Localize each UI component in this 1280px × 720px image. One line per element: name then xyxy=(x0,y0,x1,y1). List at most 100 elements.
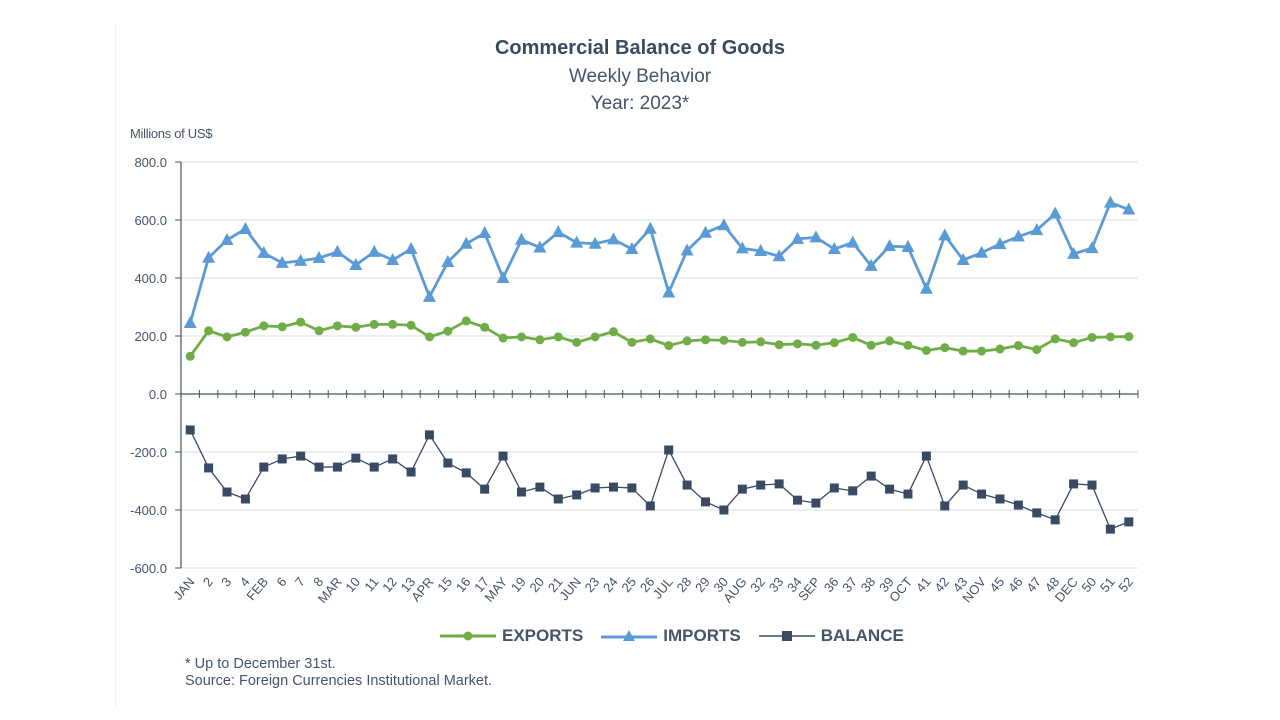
legend-item-balance[interactable]: BALANCE xyxy=(758,626,904,646)
x-tick-label: 12 xyxy=(379,574,400,595)
legend-item-imports[interactable]: IMPORTS xyxy=(601,626,741,646)
y-tick-label: 400.0 xyxy=(134,271,167,286)
imports-point xyxy=(238,221,252,234)
exports-point xyxy=(296,317,306,327)
balance-point xyxy=(388,454,398,464)
y-tick-label: -600.0 xyxy=(130,561,167,576)
exports-point xyxy=(406,320,416,330)
balance-point xyxy=(608,482,618,492)
exports-point xyxy=(866,340,876,350)
x-tick-label: 24 xyxy=(600,574,621,595)
imports-point xyxy=(735,241,749,254)
imports-point xyxy=(349,257,363,270)
balance-point xyxy=(1087,480,1097,490)
balance-point xyxy=(774,479,784,489)
legend-label-balance: BALANCE xyxy=(820,626,904,645)
x-tick-label: 45 xyxy=(986,574,1007,595)
imports-point xyxy=(1030,223,1044,236)
imports-point xyxy=(625,242,639,254)
x-tick-label: 6 xyxy=(273,574,289,589)
balance-point xyxy=(1105,524,1115,534)
exports-point xyxy=(627,337,637,347)
balance-point xyxy=(406,467,416,477)
exports-point xyxy=(1050,334,1060,344)
imports-point xyxy=(183,315,197,328)
y-tick-label: -400.0 xyxy=(130,503,167,518)
imports-point xyxy=(791,231,805,244)
balance-point xyxy=(1124,517,1134,527)
exports-point xyxy=(977,346,987,356)
footnote-source: Source: Foreign Currencies Institutional… xyxy=(185,673,493,689)
exports-point xyxy=(940,343,950,353)
balance-point xyxy=(682,480,692,490)
imports-point xyxy=(1103,195,1117,208)
balance-point xyxy=(921,451,931,461)
square-marker-icon xyxy=(758,631,815,641)
exports-point xyxy=(369,319,379,329)
exports-point xyxy=(222,332,232,342)
y-tick-label: 0.0 xyxy=(149,387,167,402)
y-tick-label: 800.0 xyxy=(134,155,167,170)
imports-point xyxy=(588,236,602,249)
balance-point xyxy=(296,451,306,461)
exports-point xyxy=(443,326,453,336)
balance-point xyxy=(664,445,674,455)
balance-point xyxy=(351,453,361,463)
balance-point xyxy=(222,487,232,497)
imports-point xyxy=(827,242,841,254)
balance-point xyxy=(829,483,839,493)
balance-point xyxy=(369,462,379,472)
balance-point xyxy=(516,487,526,497)
balance-point xyxy=(627,483,637,493)
x-tick-label: 36 xyxy=(821,574,842,595)
exports-point xyxy=(204,326,214,336)
balance-point xyxy=(204,463,214,473)
exports-point xyxy=(645,334,655,344)
x-tick-label: 28 xyxy=(674,574,695,595)
exports-point xyxy=(1105,332,1115,342)
balance-point xyxy=(480,484,490,494)
imports-line xyxy=(188,201,1130,324)
balance-point xyxy=(590,483,600,493)
x-tick-label: 7 xyxy=(292,574,308,589)
x-tick-label: 11 xyxy=(361,574,381,594)
imports-point xyxy=(938,228,952,241)
imports-point xyxy=(809,230,823,243)
imports-point xyxy=(717,218,731,231)
exports-point xyxy=(461,316,471,326)
balance-point xyxy=(903,489,913,499)
exports-point xyxy=(1013,341,1023,351)
exports-point xyxy=(756,337,766,347)
footnotes: * Up to December 31st. Source: Foreign C… xyxy=(185,656,492,690)
exports-point xyxy=(829,338,839,348)
balance-point xyxy=(645,501,655,511)
balance-point xyxy=(977,489,987,499)
balance-point xyxy=(259,462,269,472)
exports-point xyxy=(314,326,324,336)
imports-point xyxy=(883,239,897,252)
balance-point xyxy=(1050,515,1060,525)
exports-point xyxy=(885,336,895,346)
imports-point xyxy=(662,285,676,298)
balance-point xyxy=(995,494,1005,504)
imports-point xyxy=(404,242,418,254)
x-tick-label: 42 xyxy=(931,574,952,595)
balance-point xyxy=(535,482,545,492)
exports-point xyxy=(277,322,287,332)
legend-item-exports[interactable]: EXPORTS xyxy=(440,626,583,646)
imports-point xyxy=(864,258,878,271)
legend: EXPORTS IMPORTS BALANCE xyxy=(440,626,904,646)
exports-point xyxy=(553,332,563,342)
x-tick-label: 16 xyxy=(453,574,474,595)
balance-point xyxy=(885,484,895,494)
imports-point xyxy=(202,250,216,263)
exports-point xyxy=(590,332,600,342)
exports-point xyxy=(259,321,269,331)
chart-title: Commercial Balance of Goods xyxy=(494,37,786,59)
x-tick-label: FEB xyxy=(243,574,271,603)
imports-point xyxy=(772,249,786,262)
balance-point xyxy=(498,451,508,461)
balance-point xyxy=(811,498,821,508)
imports-point xyxy=(680,243,694,256)
imports-point xyxy=(551,225,565,238)
